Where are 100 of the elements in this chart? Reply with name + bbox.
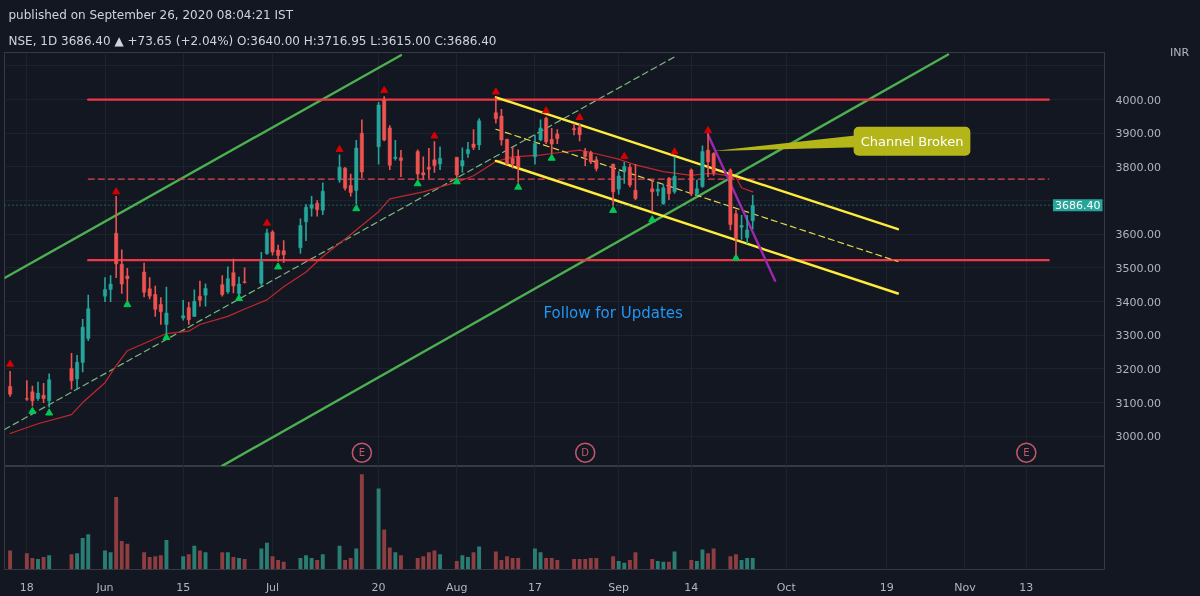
- bar: [158, 555, 163, 570]
- bar: [47, 555, 52, 570]
- point: [704, 126, 713, 134]
- candlestick: [41, 382, 46, 404]
- candlestick: [337, 153, 342, 184]
- bar: [114, 497, 119, 570]
- bar: [393, 552, 398, 570]
- point: [162, 333, 171, 341]
- y-tick-label: 3800.00: [1115, 160, 1161, 174]
- y-axis-title: INR: [1169, 46, 1190, 59]
- candlestick: [225, 265, 230, 295]
- bar: [728, 556, 733, 570]
- bar: [320, 554, 325, 570]
- x-tick-label: Jul: [264, 580, 280, 594]
- bar: [382, 529, 387, 570]
- bar: [750, 558, 755, 570]
- point: [452, 177, 461, 185]
- bar: [281, 561, 286, 570]
- bar: [298, 558, 303, 570]
- x-tick-label: Sep: [608, 580, 630, 594]
- annotation: D: [581, 447, 590, 459]
- bar: [192, 545, 197, 570]
- bar: [220, 552, 225, 570]
- bar: [75, 553, 80, 570]
- x-tick-label: 20: [371, 580, 386, 594]
- x-tick-label: Oct: [776, 580, 797, 594]
- candlestick: [689, 167, 694, 197]
- point: [547, 153, 556, 161]
- x-tick-label: 13: [1019, 580, 1034, 594]
- candlestick: [231, 258, 236, 294]
- point: [731, 253, 740, 261]
- bar: [667, 561, 671, 570]
- point: [542, 106, 551, 114]
- bar: [650, 559, 655, 570]
- bar: [376, 488, 381, 570]
- bar: [627, 559, 632, 570]
- bar: [276, 559, 281, 570]
- bar: [231, 557, 236, 570]
- y-tick-label: 3300.00: [1115, 329, 1161, 343]
- bar: [689, 559, 694, 570]
- x-tick-label: 14: [684, 580, 699, 594]
- point: [514, 182, 523, 190]
- candlestick: [36, 380, 40, 402]
- bar: [611, 556, 616, 570]
- y-tick-label: 4000.00: [1115, 93, 1161, 107]
- bar: [477, 546, 482, 570]
- x-tick-label: Aug: [446, 580, 468, 594]
- x-tick-label: Jun: [95, 580, 114, 594]
- candlestick: [438, 145, 442, 171]
- point: [609, 205, 618, 213]
- bar: [493, 551, 498, 570]
- bar: [259, 548, 264, 570]
- bar: [343, 559, 348, 570]
- bar: [544, 558, 549, 570]
- bar: [164, 539, 169, 570]
- bar: [359, 474, 364, 570]
- bar: [309, 558, 314, 570]
- bar: [711, 548, 716, 570]
- ref-line-label: 3686.40: [1055, 199, 1101, 213]
- chart-subtitle: NSE, 1D 3686.40 ▲ +73.65 (+2.04%) O:3640.00 H:3716.95 L:3615.00 C:3686.40: [8, 33, 497, 48]
- chart-title: published on September 26, 2020 08:04:21 IST: [8, 7, 294, 22]
- point: [123, 300, 132, 308]
- x-tick-label: 18: [19, 580, 34, 594]
- candlestick: [745, 214, 750, 245]
- y-tick-label: 3000.00: [1115, 430, 1161, 444]
- x-tick-label: Nov: [954, 580, 977, 594]
- candlestick: [393, 139, 398, 162]
- bar: [348, 558, 353, 570]
- candlestick: [460, 146, 465, 174]
- y-tick-label: 3200.00: [1115, 362, 1161, 376]
- bar: [264, 542, 269, 570]
- candlestick: [298, 217, 303, 255]
- bar: [672, 551, 677, 570]
- bar: [242, 559, 247, 570]
- bar: [181, 556, 186, 570]
- annotation: E: [1023, 447, 1030, 459]
- point: [235, 294, 244, 302]
- bar: [304, 555, 308, 570]
- candlestick: [426, 147, 431, 180]
- point: [335, 144, 344, 152]
- candlestick: [633, 163, 638, 201]
- bar: [315, 559, 320, 570]
- point: [352, 204, 361, 212]
- bar: [734, 554, 738, 570]
- point: [380, 85, 389, 94]
- bar: [454, 560, 459, 570]
- bar: [142, 552, 147, 570]
- candlestick: [47, 372, 52, 409]
- point: [670, 147, 679, 155]
- point: [6, 359, 15, 367]
- x-tick-label: 17: [527, 580, 542, 594]
- bar: [41, 557, 46, 570]
- candlestick: [69, 352, 74, 391]
- bar: [103, 550, 107, 570]
- candlestick: [8, 370, 13, 398]
- bar: [387, 547, 392, 570]
- y-tick-label: 3900.00: [1115, 127, 1161, 141]
- annotation: Channel Broken: [860, 133, 964, 149]
- candlestick: [667, 176, 671, 201]
- candlestick: [533, 133, 537, 166]
